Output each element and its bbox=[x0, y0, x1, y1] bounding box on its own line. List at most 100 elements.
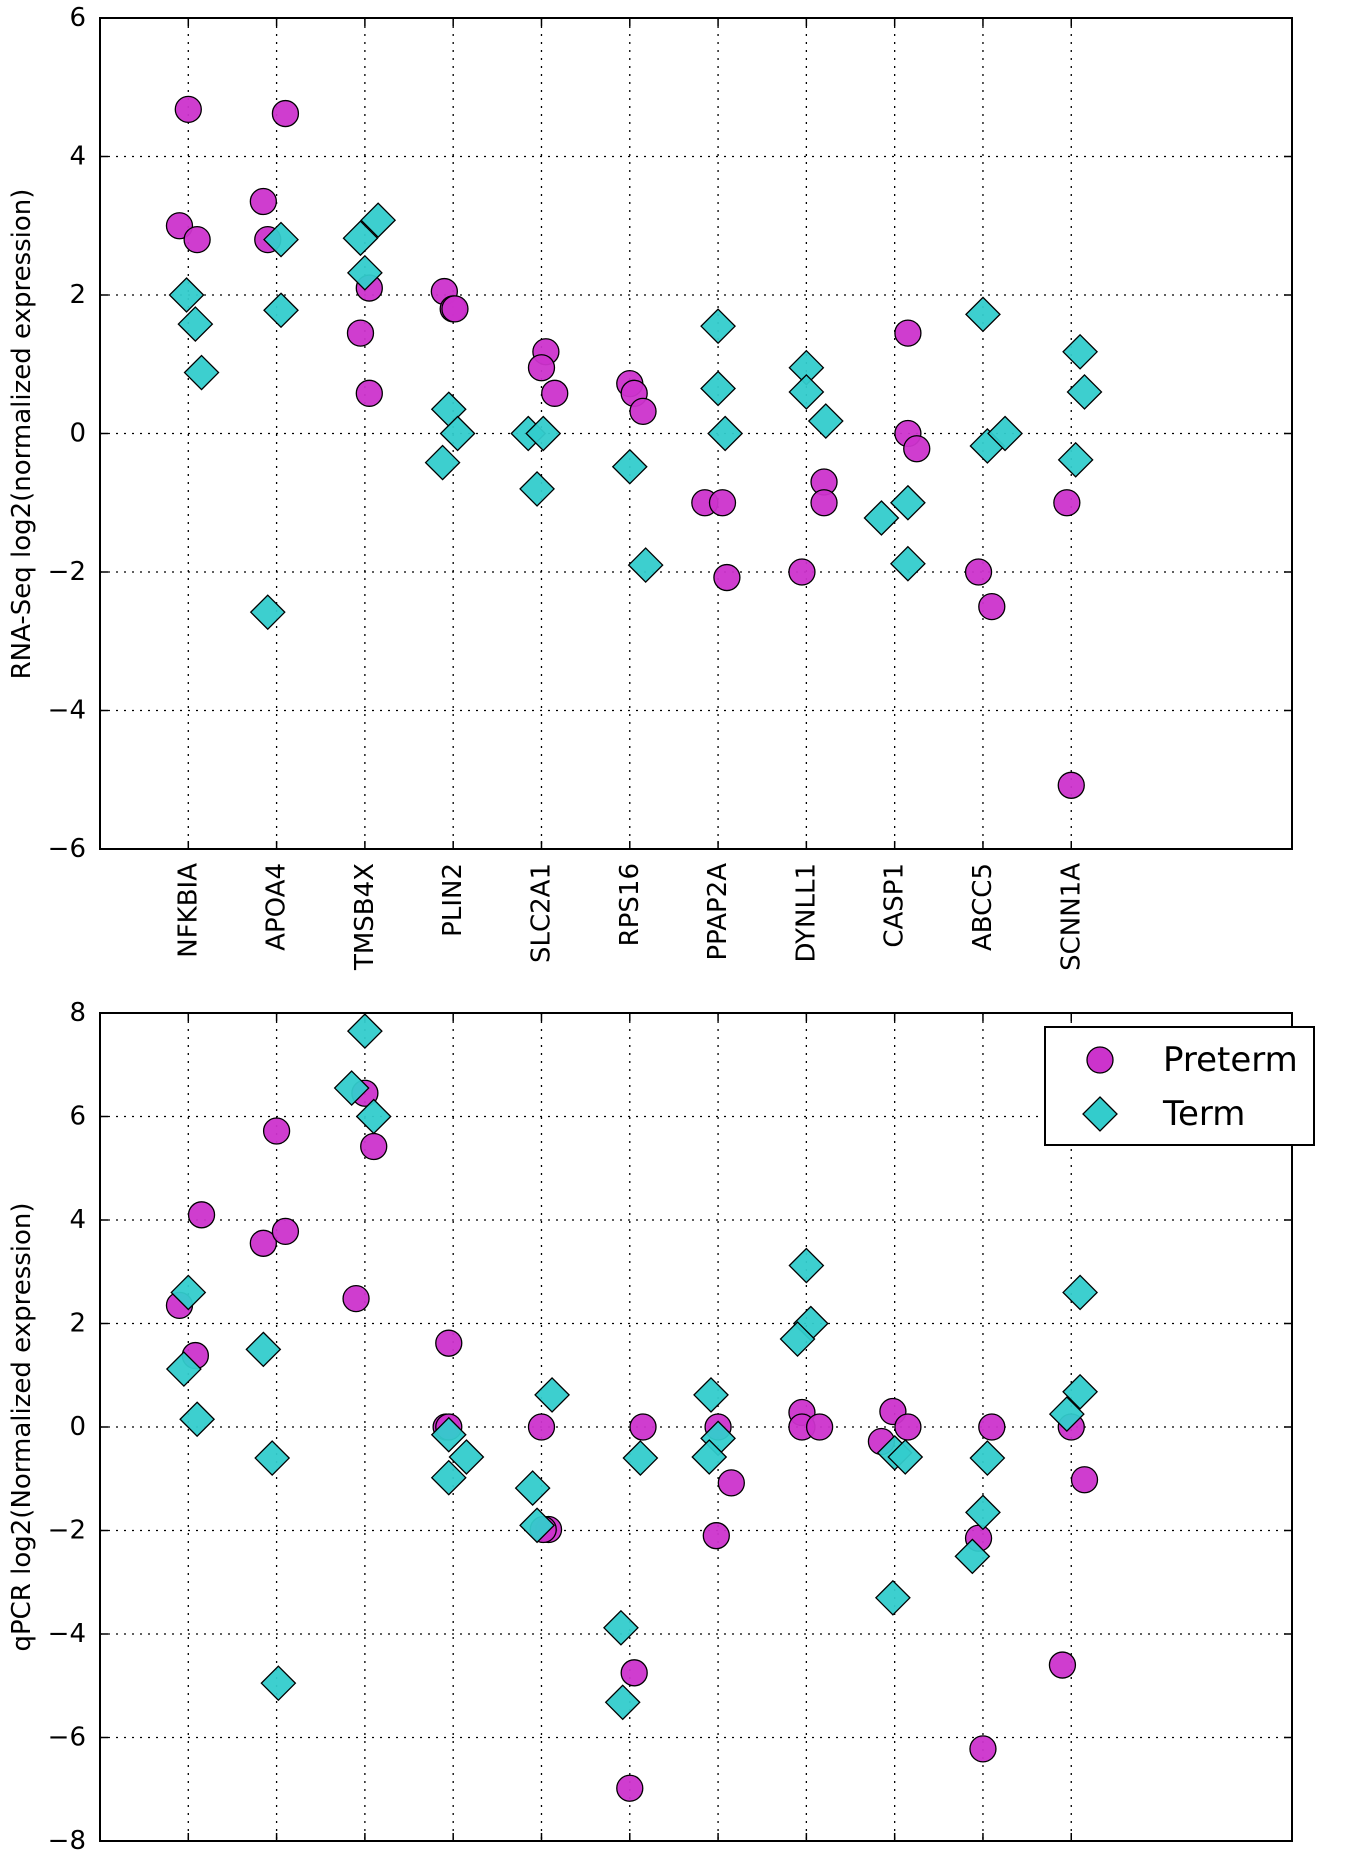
point-term bbox=[333, 1070, 370, 1106]
plot-frame bbox=[99, 17, 1293, 850]
y-axis-label: qPCR log2(Normalized expression) bbox=[7, 1202, 37, 1651]
point-term bbox=[1062, 333, 1099, 370]
point-term bbox=[168, 277, 205, 313]
x-tick-label-tmsb4x: TMSB4X bbox=[350, 863, 380, 971]
point-preterm bbox=[978, 1413, 1006, 1441]
point-preterm bbox=[708, 489, 737, 517]
legend-box bbox=[1044, 1026, 1315, 1146]
point-term bbox=[525, 415, 562, 452]
point-term bbox=[622, 1440, 659, 1476]
point-preterm bbox=[620, 1659, 648, 1687]
point-term bbox=[342, 220, 379, 257]
x-tick-label-apoa4: APOA4 bbox=[262, 863, 292, 951]
point-term bbox=[691, 1439, 728, 1475]
point-term bbox=[254, 1440, 291, 1476]
point-term bbox=[863, 500, 900, 536]
legend-label-term: Term bbox=[1162, 1094, 1245, 1134]
point-preterm bbox=[713, 563, 741, 592]
point-term bbox=[788, 374, 825, 410]
point-preterm bbox=[717, 1469, 745, 1497]
point-preterm bbox=[527, 1413, 556, 1441]
point-term bbox=[611, 448, 648, 485]
point-preterm bbox=[1053, 489, 1081, 517]
point-preterm bbox=[355, 379, 383, 407]
point-preterm bbox=[1048, 1651, 1077, 1679]
point-term bbox=[263, 292, 299, 329]
point-term bbox=[346, 254, 383, 291]
y-tick-label: 0 bbox=[69, 1412, 86, 1442]
point-preterm bbox=[629, 1413, 657, 1441]
point-term bbox=[360, 202, 397, 239]
point-term bbox=[707, 415, 744, 452]
x-tick-label-rps16: RPS16 bbox=[615, 863, 645, 946]
point-preterm bbox=[1070, 1466, 1099, 1494]
y-axis-label: RNA-Seq log2(normalized expression) bbox=[7, 189, 37, 680]
y-tick-label: −6 bbox=[48, 834, 86, 864]
y-tick-label: 2 bbox=[69, 1309, 86, 1339]
series-preterm bbox=[165, 1079, 1099, 1802]
point-term bbox=[603, 1609, 639, 1646]
point-preterm bbox=[810, 489, 838, 517]
y-tick-label: 6 bbox=[69, 1102, 86, 1132]
y-tick-label: 6 bbox=[69, 3, 86, 33]
point-preterm bbox=[435, 1329, 463, 1357]
point-preterm bbox=[346, 319, 375, 347]
y-tick-label: 2 bbox=[69, 280, 86, 310]
series-term bbox=[165, 1013, 1099, 1721]
legend: Preterm Term bbox=[1044, 1026, 1315, 1146]
plot-frame bbox=[99, 1012, 1293, 1842]
point-preterm bbox=[894, 1413, 922, 1441]
point-term bbox=[534, 1377, 570, 1413]
point-term bbox=[519, 1507, 555, 1544]
y-tick-label: −6 bbox=[48, 1723, 86, 1753]
point-preterm bbox=[441, 295, 469, 323]
point-term bbox=[430, 1416, 467, 1453]
point-term bbox=[1062, 1373, 1099, 1410]
y-tick-label: −2 bbox=[48, 557, 86, 587]
point-term bbox=[430, 1459, 467, 1496]
point-term bbox=[1066, 374, 1103, 410]
point-term bbox=[439, 415, 476, 452]
point-preterm bbox=[249, 1229, 277, 1257]
point-term bbox=[165, 1351, 202, 1387]
point-term bbox=[179, 1401, 216, 1438]
qpcr-panel: −8 −6 −4 −2 0 2 4 6 8 qPCR log2(Normalized expres… bbox=[7, 998, 1315, 1856]
point-term bbox=[693, 1377, 729, 1413]
series-term bbox=[168, 202, 1103, 631]
point-term bbox=[887, 1439, 924, 1475]
point-preterm bbox=[174, 95, 202, 124]
x-tick-label-nfkbia: NFKBIA bbox=[173, 863, 203, 958]
point-term bbox=[1057, 441, 1094, 478]
point-preterm bbox=[342, 1285, 370, 1313]
point-term bbox=[889, 545, 926, 582]
rna-seq-panel: NFKBIA APOA4 TMSB4X PLIN2 SLC2A1 RPS16 PPAP2A D… bbox=[7, 3, 1293, 971]
point-preterm bbox=[360, 1132, 388, 1161]
point-term bbox=[355, 1098, 392, 1135]
point-preterm bbox=[271, 99, 300, 128]
x-tick-label-scnn1a: SCNN1A bbox=[1056, 863, 1086, 971]
point-term bbox=[1048, 1396, 1085, 1432]
point-term bbox=[448, 1439, 485, 1475]
point-term bbox=[627, 547, 664, 583]
point-term bbox=[519, 470, 555, 507]
point-preterm bbox=[969, 1735, 997, 1763]
x-tick-label-slc2a1: SLC2A1 bbox=[526, 863, 556, 963]
point-term bbox=[807, 403, 844, 439]
point-preterm bbox=[805, 1413, 834, 1441]
point-preterm bbox=[1057, 771, 1085, 799]
point-term bbox=[604, 1684, 641, 1721]
point-term bbox=[1062, 1274, 1099, 1311]
point-term bbox=[965, 1494, 1001, 1531]
point-term bbox=[954, 1538, 991, 1575]
point-term bbox=[424, 444, 461, 481]
legend-marker-preterm bbox=[1086, 1046, 1114, 1074]
y-tick-label: −8 bbox=[48, 1826, 86, 1856]
y-tick-label: 8 bbox=[69, 998, 86, 1028]
point-preterm bbox=[903, 435, 931, 463]
y-tick-label: 4 bbox=[69, 1205, 86, 1235]
legend-label-preterm: Preterm bbox=[1163, 1040, 1298, 1080]
point-term bbox=[183, 354, 220, 391]
y-tick-label: −4 bbox=[48, 696, 86, 726]
y-tick-label: 0 bbox=[69, 419, 86, 449]
